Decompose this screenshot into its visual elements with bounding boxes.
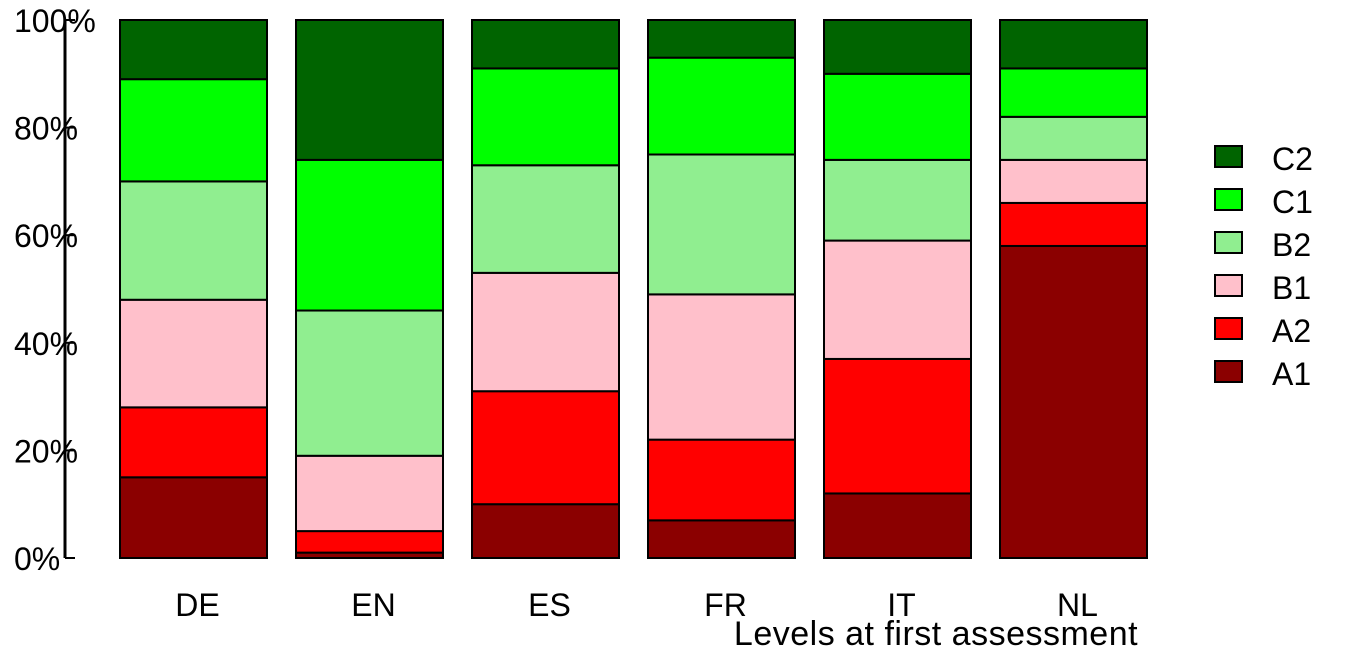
bar-segment-en-b2 — [295, 309, 444, 457]
bar-segment-en-b1 — [295, 454, 444, 533]
bar-segment-it-b2 — [823, 158, 972, 242]
bar-segment-es-b1 — [471, 271, 620, 393]
bar-segment-es-a2 — [471, 390, 620, 506]
bar-segment-es-c2 — [471, 19, 620, 70]
bar-segment-es-c1 — [471, 67, 620, 167]
y-tick-label: 100% — [14, 3, 96, 39]
bar-segment-fr-c2 — [647, 19, 796, 59]
legend-swatch-c2 — [1214, 145, 1243, 168]
bars — [119, 19, 1148, 560]
y-tick-label: 0% — [14, 541, 60, 577]
bar-segment-nl-a1 — [999, 244, 1148, 560]
legend: C2 C1 B2 B1 A2 A1 — [1214, 141, 1313, 392]
x-axis-label: Levels at first assessment — [734, 615, 1138, 653]
bar-segment-en-c2 — [295, 19, 444, 161]
y-tick-label: 80% — [14, 111, 78, 147]
bar-segment-nl-b2 — [999, 115, 1148, 161]
bar-segment-fr-b1 — [647, 293, 796, 441]
bar-segment-nl-c1 — [999, 67, 1148, 118]
bar-segment-it-a1 — [823, 492, 972, 559]
bar-segment-it-c1 — [823, 72, 972, 161]
legend-swatch-c1 — [1214, 188, 1243, 211]
bar-segment-nl-b1 — [999, 158, 1148, 204]
bar-segment-en-a2 — [295, 530, 444, 554]
bar-segment-es-b2 — [471, 164, 620, 274]
bar-segment-fr-c1 — [647, 56, 796, 156]
bar-segment-en-c1 — [295, 158, 444, 312]
legend-label-c1: C1 — [1272, 184, 1313, 220]
legend-label-b1: B1 — [1272, 270, 1311, 306]
legend-swatch-a2 — [1214, 317, 1243, 340]
bar-segment-de-c1 — [119, 78, 268, 183]
x-tick-label-de: DE — [175, 587, 219, 623]
bar-segment-it-c2 — [823, 19, 972, 75]
bar-segment-it-b1 — [823, 239, 972, 360]
x-tick-label-it: IT — [887, 587, 915, 623]
legend-swatch-b1 — [1214, 274, 1243, 297]
legend-label-a1: A1 — [1272, 356, 1311, 392]
legend-swatch-a1 — [1214, 360, 1243, 383]
y-tick-label: 20% — [14, 433, 78, 469]
y-axis: 0% 20% 40% 60% 80% 100% — [14, 3, 96, 577]
bar-segment-fr-b2 — [647, 153, 796, 296]
bar-segment-de-c2 — [119, 19, 268, 81]
x-tick-label-fr: FR — [704, 587, 747, 623]
bar-segment-es-a1 — [471, 503, 620, 560]
legend-label-b2: B2 — [1272, 227, 1311, 263]
y-tick-label: 60% — [14, 218, 78, 254]
bar-segment-fr-a1 — [647, 519, 796, 560]
x-tick-labels: DE EN ES FR IT NL — [175, 587, 1098, 623]
legend-label-c2: C2 — [1272, 141, 1313, 177]
x-tick-label-en: EN — [351, 587, 395, 623]
legend-label-a2: A2 — [1272, 313, 1311, 349]
bar-segment-nl-a2 — [999, 201, 1148, 247]
bar-segment-de-a1 — [119, 476, 268, 559]
x-tick-label-es: ES — [528, 587, 571, 623]
bar-segment-de-b1 — [119, 298, 268, 409]
bar-segment-de-a2 — [119, 406, 268, 479]
bar-segment-it-a2 — [823, 357, 972, 495]
bar-segment-fr-a2 — [647, 438, 796, 522]
legend-swatch-b2 — [1214, 231, 1243, 254]
x-tick-label-nl: NL — [1057, 587, 1098, 623]
bar-segment-de-b2 — [119, 180, 268, 301]
y-tick-label: 40% — [14, 326, 78, 362]
bar-segment-nl-c2 — [999, 19, 1148, 70]
